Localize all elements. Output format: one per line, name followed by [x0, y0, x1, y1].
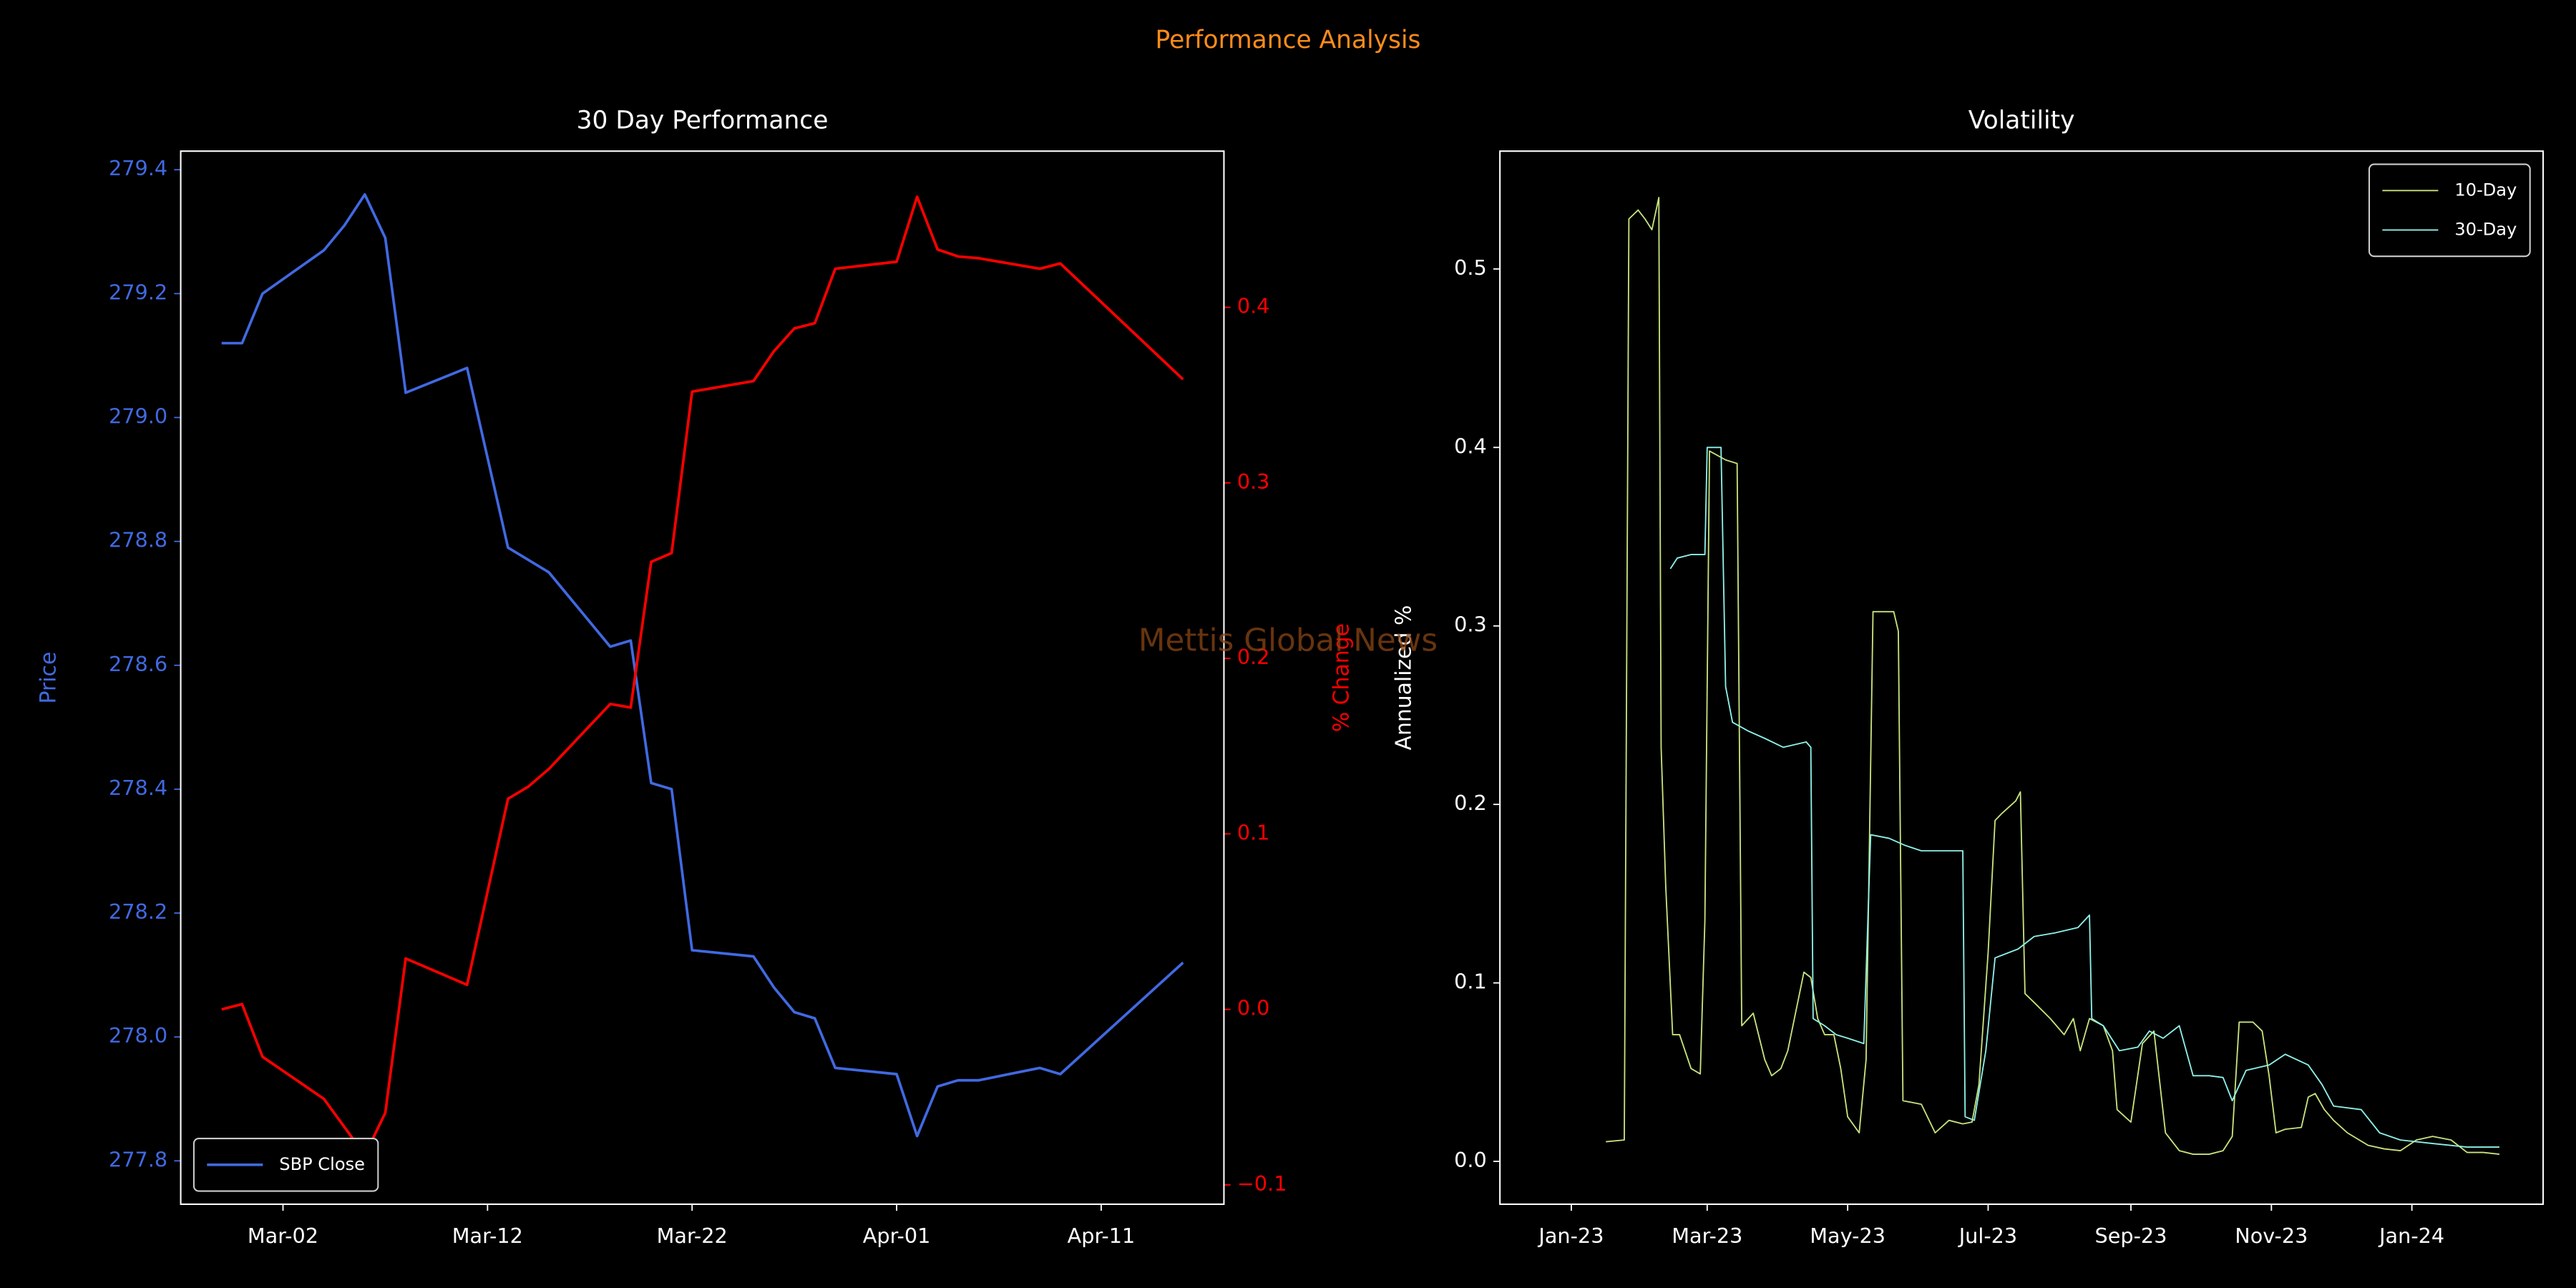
y-tick-label: 0.3 [1454, 613, 1487, 637]
x-tick-label: Apr-11 [1068, 1224, 1136, 1248]
x-tick-label: Mar-12 [452, 1224, 523, 1248]
chart-title: 30 Day Performance [577, 106, 829, 135]
y-axis-label: Price [36, 652, 61, 704]
y-tick-label: 279.0 [109, 404, 167, 428]
y2-tick-label: 0.2 [1237, 645, 1270, 669]
y-tick-label: 0.5 [1454, 255, 1487, 280]
legend-label: SBP Close [279, 1154, 365, 1174]
y-tick-label: 279.4 [109, 156, 167, 180]
y-tick-label: 279.2 [109, 280, 167, 304]
x-tick-label: Sep-23 [2095, 1224, 2167, 1248]
legend-frame [2368, 163, 2531, 258]
legend-frame [192, 1138, 379, 1192]
y-tick-label: 0.1 [1454, 970, 1487, 994]
y-tick-label: 278.2 [109, 899, 167, 924]
x-tick-label: Apr-01 [863, 1224, 931, 1248]
y-tick-label: 278.0 [109, 1023, 167, 1048]
y2-tick-label: 0.3 [1237, 469, 1270, 494]
y-tick-label: 278.8 [109, 528, 167, 552]
legend-label: 30-Day [2454, 219, 2517, 239]
x-tick-label: May-23 [1810, 1224, 1885, 1248]
series-line [221, 192, 1184, 1138]
y-tick-label: 0.0 [1454, 1148, 1487, 1172]
x-tick-label: Mar-23 [1672, 1224, 1742, 1248]
x-tick-label: Jan-24 [2378, 1224, 2444, 1248]
legend: SBP Close [192, 1138, 379, 1192]
x-tick-label: Jan-23 [1537, 1224, 1604, 1248]
series-line [1669, 447, 2499, 1148]
y-tick-label: 0.2 [1454, 791, 1487, 815]
y-tick-label: 278.4 [109, 776, 167, 800]
y2-tick-label: 0.0 [1237, 996, 1270, 1020]
axes-frame [180, 150, 1225, 1205]
y-axis-label: Annualized % [1392, 605, 1417, 751]
x-tick-label: Mar-22 [657, 1224, 728, 1248]
watermark: Mettis Global News [1138, 623, 1438, 659]
legend-label: 10-Day [2454, 180, 2517, 200]
y2-tick-label: 0.4 [1237, 294, 1270, 318]
y-tick-label: 0.4 [1454, 434, 1487, 458]
y-tick-label: 278.6 [109, 652, 167, 676]
legend: 10-Day 30-Day [2368, 163, 2531, 258]
x-tick-label: Nov-23 [2235, 1224, 2308, 1248]
y2-tick-label: 0.1 [1237, 820, 1270, 844]
y2-tick-label: −0.1 [1237, 1171, 1287, 1196]
chart-title: Volatility [1968, 106, 2075, 135]
y2-axis-label: % Change [1329, 623, 1354, 732]
x-tick-label: Mar-02 [248, 1224, 318, 1248]
series-line [1606, 197, 2500, 1155]
axes-frame [1499, 150, 2545, 1205]
figure-title: Performance Analysis [1156, 26, 1421, 54]
x-tick-label: Jul-23 [1958, 1224, 2017, 1248]
y-tick-label: 277.8 [109, 1147, 167, 1171]
